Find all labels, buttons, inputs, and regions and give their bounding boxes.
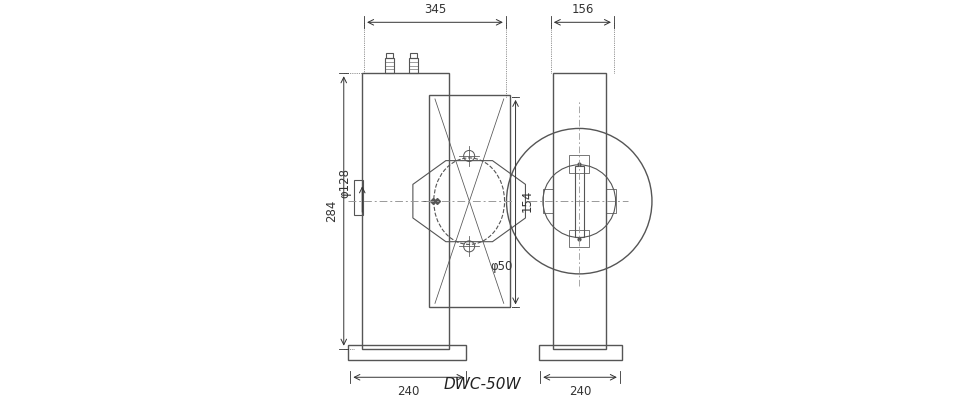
Text: 240: 240 [568,385,591,398]
Bar [543,189,553,213]
Bar [429,95,510,307]
Bar [606,189,615,213]
Text: φ50: φ50 [490,260,513,272]
Text: 345: 345 [423,4,446,16]
Bar [569,155,589,173]
Bar [386,53,393,58]
Text: φ128: φ128 [339,168,352,198]
Bar [410,53,416,58]
Text: 154: 154 [520,190,533,212]
Bar [409,58,417,74]
Text: DWC-50W: DWC-50W [443,377,521,392]
Text: 284: 284 [325,200,338,222]
Bar [553,74,606,348]
Bar [569,230,589,247]
Bar [363,74,449,348]
Bar [539,346,621,360]
Text: 240: 240 [397,385,419,398]
Bar [575,166,583,236]
Bar [349,346,466,360]
Text: 156: 156 [571,4,594,16]
Bar [355,180,363,215]
Bar [385,58,394,74]
